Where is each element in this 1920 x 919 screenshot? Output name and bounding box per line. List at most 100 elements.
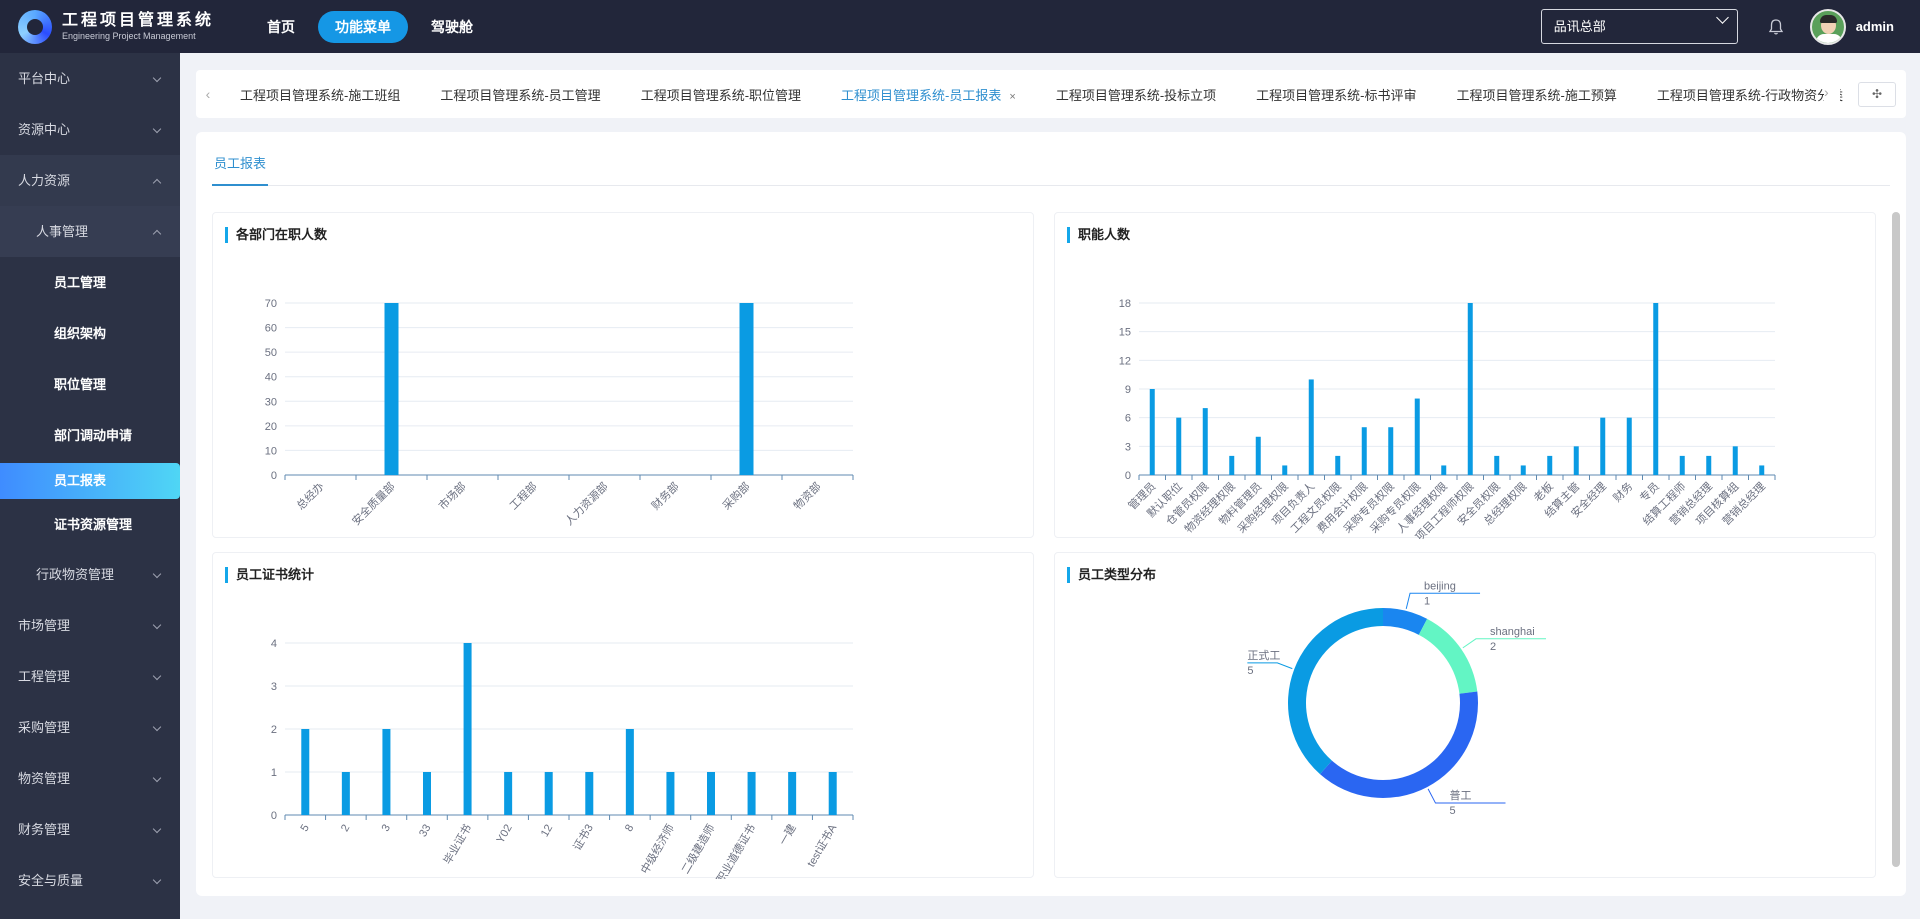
bar bbox=[1229, 455, 1235, 475]
sidebar-item-safety-quality[interactable]: 安全与质量 bbox=[0, 855, 180, 906]
bar bbox=[544, 772, 553, 815]
close-icon[interactable]: × bbox=[1009, 90, 1016, 103]
logo-icon bbox=[18, 9, 52, 44]
x-tick-label: 毕业证书 bbox=[441, 822, 474, 867]
bar bbox=[423, 772, 431, 815]
y-tick-label: 6 bbox=[1125, 413, 1131, 425]
sidebar-item-materials[interactable]: 物资管理 bbox=[0, 753, 180, 804]
x-tick-label: 专员 bbox=[1636, 479, 1661, 504]
sidebar-item-procurement[interactable]: 采购管理 bbox=[0, 702, 180, 753]
bar bbox=[1732, 446, 1738, 475]
nav-cockpit[interactable]: 驾驶舱 bbox=[431, 18, 473, 35]
x-tick-label: Y02 bbox=[495, 823, 515, 846]
bar bbox=[1414, 398, 1420, 475]
panel-title: 职能人数 bbox=[1067, 227, 1130, 243]
y-tick-label: 30 bbox=[265, 396, 277, 408]
tab-employee-mgmt[interactable]: 工程项目管理系统-员工管理 bbox=[440, 87, 601, 103]
y-tick-label: 0 bbox=[271, 810, 277, 822]
sidebar-item-label: 人力资源 bbox=[18, 173, 71, 188]
bar bbox=[382, 729, 391, 815]
bar bbox=[1441, 465, 1447, 475]
y-tick-label: 40 bbox=[265, 372, 277, 384]
sidebar-item-engineering[interactable]: 工程管理 bbox=[0, 651, 180, 702]
sidebar-item-org[interactable]: 组织架构 bbox=[0, 308, 180, 359]
sidebar-item-resource[interactable]: 资源中心 bbox=[0, 104, 180, 155]
tab-bid-review[interactable]: 工程项目管理系统-标书评审 bbox=[1256, 87, 1417, 103]
bar bbox=[1308, 379, 1314, 475]
sidebar-item-label: 资源中心 bbox=[18, 122, 71, 137]
y-tick-label: 1 bbox=[271, 767, 277, 779]
y-tick-label: 10 bbox=[265, 445, 277, 457]
slice-value: 5 bbox=[1450, 805, 1456, 817]
page-tabs: ‹ 工程项目管理系统-施工班组 工程项目管理系统-员工管理 工程项目管理系统-职… bbox=[196, 70, 1906, 118]
bar bbox=[1626, 417, 1632, 475]
chevron-down-icon bbox=[152, 124, 162, 134]
bar bbox=[1149, 389, 1155, 475]
tab-employee-report[interactable]: 工程项目管理系统-员工报表 × bbox=[821, 85, 1036, 104]
y-tick-label: 20 bbox=[265, 421, 277, 433]
org-select[interactable]: 品讯总部 bbox=[1540, 9, 1738, 44]
x-tick-label: 老板 bbox=[1530, 479, 1555, 504]
bar bbox=[463, 643, 472, 815]
tab-label: 工程项目管理系统-员工报表 bbox=[841, 87, 1002, 103]
pie-slice bbox=[1383, 608, 1428, 635]
sidebar-item-label: 组织架构 bbox=[54, 326, 107, 341]
y-tick-label: 50 bbox=[265, 347, 277, 359]
scrollbar[interactable] bbox=[1892, 212, 1900, 867]
top-nav: 首页 功能菜单 驾驶舱 bbox=[250, 10, 496, 43]
sidebar-item-admin-supplies[interactable]: 行政物资管理 bbox=[0, 549, 180, 600]
bar bbox=[625, 729, 634, 815]
sidebar-item-label: 采购管理 bbox=[18, 720, 71, 735]
app-title: 工程项目管理系统 bbox=[62, 11, 215, 29]
sidebar-item-label: 市场管理 bbox=[18, 618, 71, 633]
bar bbox=[384, 303, 399, 475]
role-headcount-panel: 职能人数 0 3 6 9 12 15 18 管理员 默认职位 仓管员权限 物资经理权限 物料管理员 采购… bbox=[1054, 212, 1876, 539]
sidebar-item-personnel[interactable]: 人事管理 bbox=[0, 206, 180, 257]
expand-icon[interactable]: ✣ bbox=[1858, 82, 1896, 107]
sidebar: 平台中心 资源中心 人力资源 人事管理 员工管理 组织架构 职位管理 部门调动申… bbox=[0, 53, 180, 919]
bar bbox=[1176, 417, 1182, 475]
tab-construction-budget[interactable]: 工程项目管理系统-施工预算 bbox=[1456, 87, 1617, 103]
tab-construction-team[interactable]: 工程项目管理系统-施工班组 bbox=[240, 87, 401, 103]
y-tick-label: 3 bbox=[271, 681, 277, 693]
bar bbox=[788, 772, 797, 815]
sidebar-item-transfer[interactable]: 部门调动申请 bbox=[0, 410, 180, 461]
y-tick-label: 4 bbox=[271, 638, 277, 650]
sidebar-item-hr[interactable]: 人力资源 bbox=[0, 155, 180, 206]
y-tick-label: 60 bbox=[265, 323, 277, 335]
bell-icon[interactable] bbox=[1768, 18, 1784, 36]
tab-scroll-right-icon[interactable]: › bbox=[1824, 84, 1840, 104]
tab-admin-supplies-category[interactable]: 工程项目管理系统-行政物资分类 bbox=[1656, 87, 1844, 103]
subtab-employee-report[interactable]: 员工报表 bbox=[212, 152, 269, 186]
nav-home[interactable]: 首页 bbox=[267, 18, 295, 35]
bar bbox=[1600, 417, 1606, 475]
bar bbox=[1202, 408, 1208, 475]
panel-title: 员工证书统计 bbox=[225, 567, 314, 583]
app-logo[interactable]: 工程项目管理系统 Engineering Project Management bbox=[0, 9, 250, 44]
avatar[interactable] bbox=[1809, 8, 1846, 45]
leader-line bbox=[1427, 788, 1506, 804]
sidebar-item-position[interactable]: 职位管理 bbox=[0, 359, 180, 410]
bar bbox=[1679, 455, 1685, 475]
x-tick-label: 一建 bbox=[776, 822, 799, 848]
sidebar-item-label: 部门调动申请 bbox=[54, 428, 133, 443]
sidebar-item-employee-mgmt[interactable]: 员工管理 bbox=[0, 257, 180, 308]
username[interactable]: admin bbox=[1855, 19, 1894, 34]
sidebar-item-employee-report[interactable]: 员工报表 bbox=[0, 463, 180, 499]
tab-bid-project[interactable]: 工程项目管理系统-投标立项 bbox=[1055, 87, 1217, 103]
panel-title: 员工类型分布 bbox=[1067, 567, 1156, 583]
chevron-down-icon bbox=[152, 671, 162, 681]
tab-position-mgmt[interactable]: 工程项目管理系统-职位管理 bbox=[640, 87, 802, 103]
y-tick-label: 3 bbox=[1125, 441, 1131, 453]
sidebar-item-platform[interactable]: 平台中心 bbox=[0, 53, 180, 104]
y-tick-label: 0 bbox=[1125, 470, 1131, 482]
x-tick-label: 证书3 bbox=[571, 822, 596, 853]
bar bbox=[1467, 303, 1473, 475]
nav-function-menu[interactable]: 功能菜单 bbox=[318, 10, 408, 43]
sidebar-item-certificate[interactable]: 证书资源管理 bbox=[0, 501, 180, 549]
sidebar-item-label: 职位管理 bbox=[54, 377, 107, 392]
sidebar-item-finance[interactable]: 财务管理 bbox=[0, 804, 180, 855]
tab-scroll-left-icon[interactable]: ‹ bbox=[205, 86, 211, 102]
bar bbox=[1255, 436, 1261, 475]
sidebar-item-market[interactable]: 市场管理 bbox=[0, 600, 180, 651]
